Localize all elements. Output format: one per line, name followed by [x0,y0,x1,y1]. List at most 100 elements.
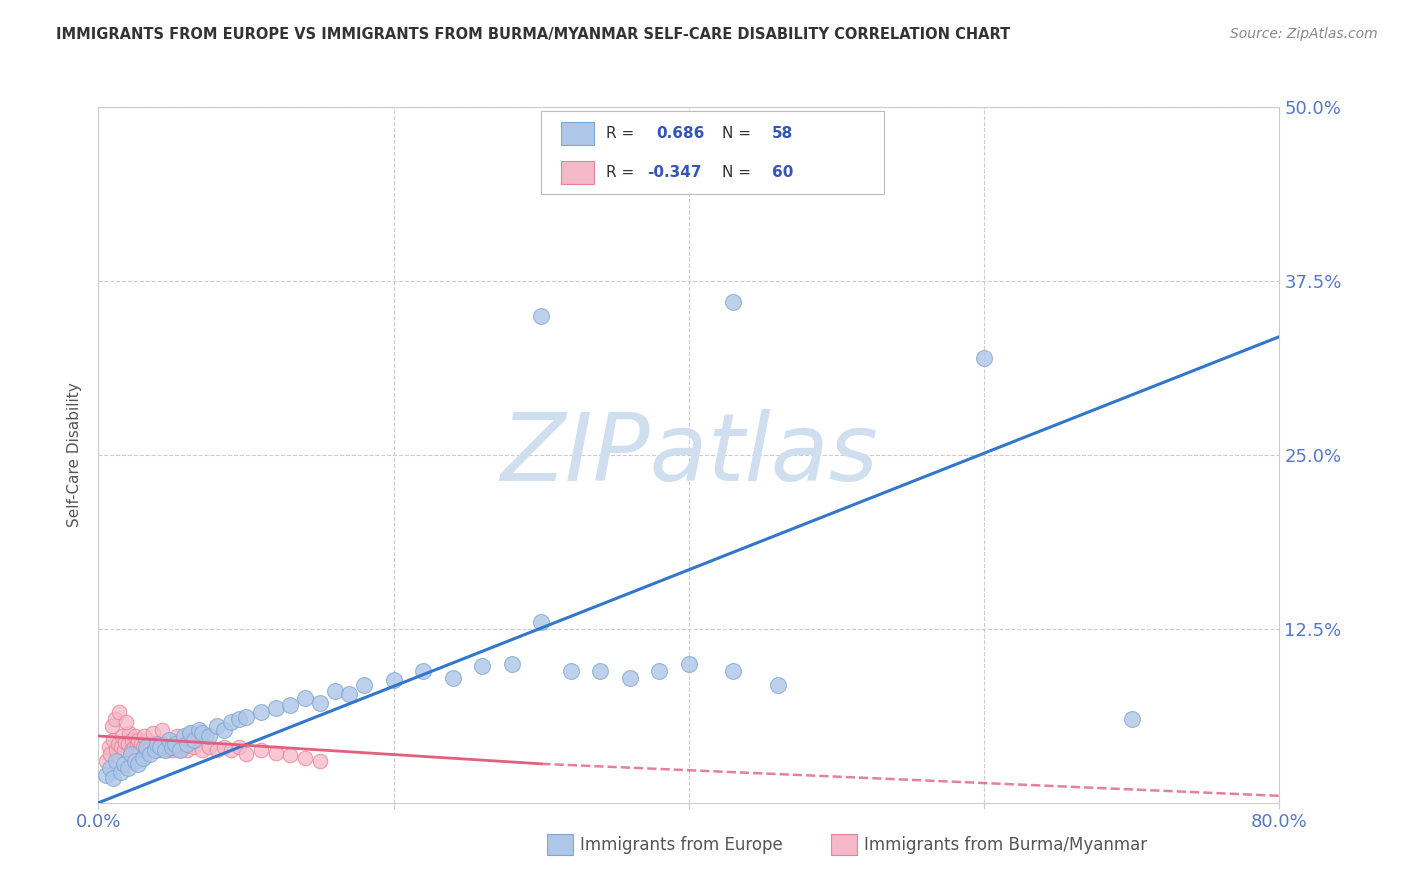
Text: R =: R = [606,165,640,180]
Point [264,746,287,760]
Point [530,615,553,629]
Point [98,761,121,775]
Point [136,733,159,747]
Point [127,733,149,747]
Text: 60: 60 [772,165,793,180]
Point [110,740,132,755]
Point [973,351,995,365]
Text: Immigrants from Burma/Myanmar: Immigrants from Burma/Myanmar [863,836,1147,854]
Point [162,740,183,755]
Point [105,743,128,757]
Point [723,294,745,309]
Point [235,709,257,723]
Point [157,733,180,747]
Point [183,733,205,747]
Point [124,729,146,743]
Point [353,677,375,691]
Point [105,754,128,768]
Point [104,712,127,726]
Text: 58: 58 [772,126,793,141]
Point [589,664,612,678]
Point [228,712,250,726]
Point [250,743,273,757]
Point [530,309,553,323]
Point [157,740,180,755]
Text: Source: ZipAtlas.com: Source: ZipAtlas.com [1230,27,1378,41]
Point [143,743,166,757]
Point [100,719,122,733]
Point [129,737,152,751]
Point [501,657,523,671]
Point [110,765,132,780]
Text: 0.686: 0.686 [655,126,704,141]
FancyBboxPatch shape [541,111,884,194]
Point [235,747,257,761]
Point [212,723,235,738]
Point [150,723,173,738]
Point [294,751,316,765]
Point [309,696,332,710]
Point [153,743,176,757]
Point [198,740,221,755]
Point [153,740,176,755]
Point [219,715,242,730]
Point [125,737,148,751]
Y-axis label: Self-Care Disability: Self-Care Disability [67,383,83,527]
Point [115,715,138,730]
Point [114,734,136,748]
Text: -0.347: -0.347 [648,165,702,180]
Point [94,754,117,768]
Point [219,743,242,757]
Point [180,726,202,740]
Point [121,733,143,747]
Point [108,706,131,720]
Point [103,771,125,785]
Point [278,698,302,713]
Point [198,729,221,743]
Point [120,747,142,761]
Point [169,743,191,757]
Point [323,684,346,698]
Point [122,740,145,755]
Point [294,691,316,706]
Point [723,664,745,678]
Point [278,748,302,763]
Text: ZIPatlas: ZIPatlas [501,409,877,500]
Point [124,754,146,768]
Text: R =: R = [606,126,640,141]
Point [173,729,195,743]
Point [132,740,155,755]
Point [135,740,157,755]
Text: IMMIGRANTS FROM EUROPE VS IMMIGRANTS FROM BURMA/MYANMAR SELF-CARE DISABILITY COR: IMMIGRANTS FROM EUROPE VS IMMIGRANTS FRO… [56,27,1011,42]
Point [117,761,139,775]
Point [339,687,360,701]
Point [132,751,155,765]
Point [309,754,332,768]
Point [678,657,700,671]
Point [118,726,141,740]
Point [97,740,120,755]
Point [412,664,434,678]
Point [205,743,228,757]
Text: N =: N = [723,165,756,180]
Point [139,740,162,755]
Point [648,664,671,678]
Point [156,743,179,757]
Point [169,743,191,757]
Point [141,737,163,751]
Point [94,768,117,782]
Point [560,664,582,678]
Point [264,701,287,715]
Point [107,737,129,751]
Point [195,729,218,743]
Point [112,743,135,757]
Point [165,737,187,751]
Point [766,677,789,691]
Point [112,756,135,771]
Point [250,706,273,720]
Point [191,743,214,757]
Point [165,740,187,755]
Point [111,729,134,743]
Text: Immigrants from Europe: Immigrants from Europe [581,836,783,854]
Point [173,740,195,755]
